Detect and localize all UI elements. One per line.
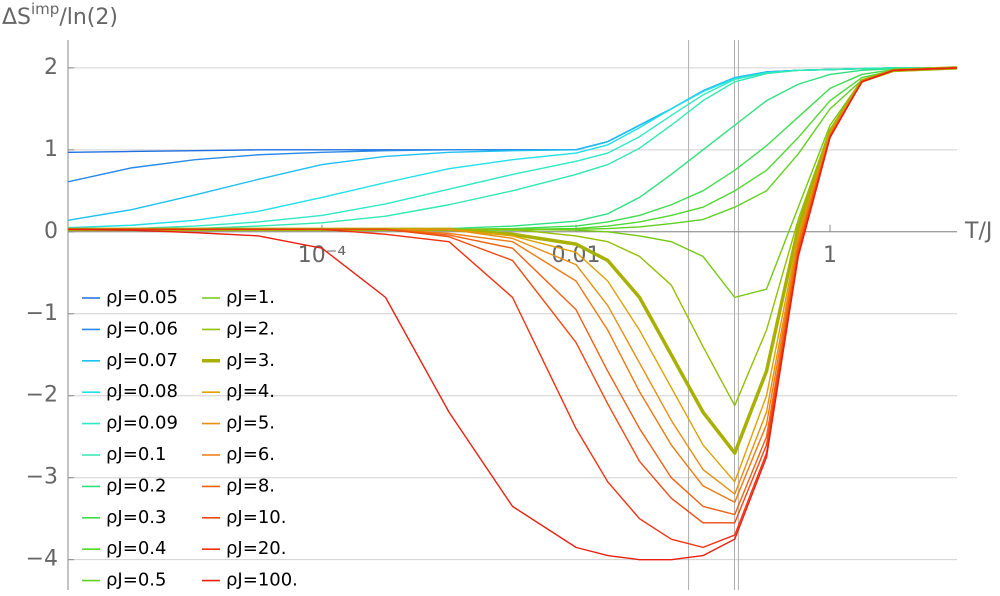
y-tick-label: −4 [26,547,58,572]
series-line [67,67,957,231]
legend-label: ρJ=4. [226,381,275,402]
legend-label: ρJ=5. [226,413,275,434]
x-tick-label: 1 [823,243,837,268]
legend-label: ρJ=0.08 [106,381,178,402]
legend-label: ρJ=2. [226,318,275,339]
legend-label: ρJ=6. [226,444,275,465]
y-tick-label: −3 [26,465,58,490]
series-line [68,67,958,483]
y-axis-label: ΔSimp/ln(2) [2,0,118,30]
legend-label: ρJ=0.09 [106,413,178,434]
series-line [68,67,958,503]
y-tick-label: 2 [44,55,58,80]
y-tick-label: −1 [26,301,58,326]
legend-label: ρJ=0.06 [106,318,178,339]
x-tick-label: 10⁻⁴ [298,243,347,268]
series-line [67,67,957,153]
y-tick-label: −2 [26,383,58,408]
legend-label: ρJ=0.5 [106,570,166,591]
y-label-rest: /ln(2) [59,5,118,30]
series-line [68,67,958,495]
legend-label: ρJ=100. [226,570,298,591]
legend-label: ρJ=0.1 [106,444,166,465]
x-tick-label: 0.01 [552,243,601,268]
legend-label: ρJ=10. [226,507,286,528]
x-axis-label: T/J [964,219,992,244]
legend: ρJ=0.05 ρJ=0.06 ρJ=0.07 ρJ=0.08 ρJ=0.09 ρJ=0.… [82,287,298,591]
y-tick-label: 1 [44,137,58,162]
legend-label: ρJ=0.2 [106,475,166,496]
series-line [67,67,957,222]
legend-label: ρJ=20. [226,538,286,559]
series-line [67,67,958,561]
legend-label: ρJ=0.07 [106,350,178,371]
y-tick-label: 0 [44,219,58,244]
series-line [68,67,958,516]
legend-label: ρJ=1. [226,287,275,308]
legend-label: ρJ=3. [226,350,275,371]
legend-label: ρJ=0.4 [106,538,166,559]
series-line [68,67,958,524]
y-label-sup: imp [31,0,59,18]
legend-label: ρJ=0.3 [106,507,166,528]
legend-label: ρJ=8. [226,475,275,496]
y-label-main: ΔS [2,5,31,30]
legend-label: ρJ=0.05 [106,287,178,308]
series-line [67,67,957,183]
